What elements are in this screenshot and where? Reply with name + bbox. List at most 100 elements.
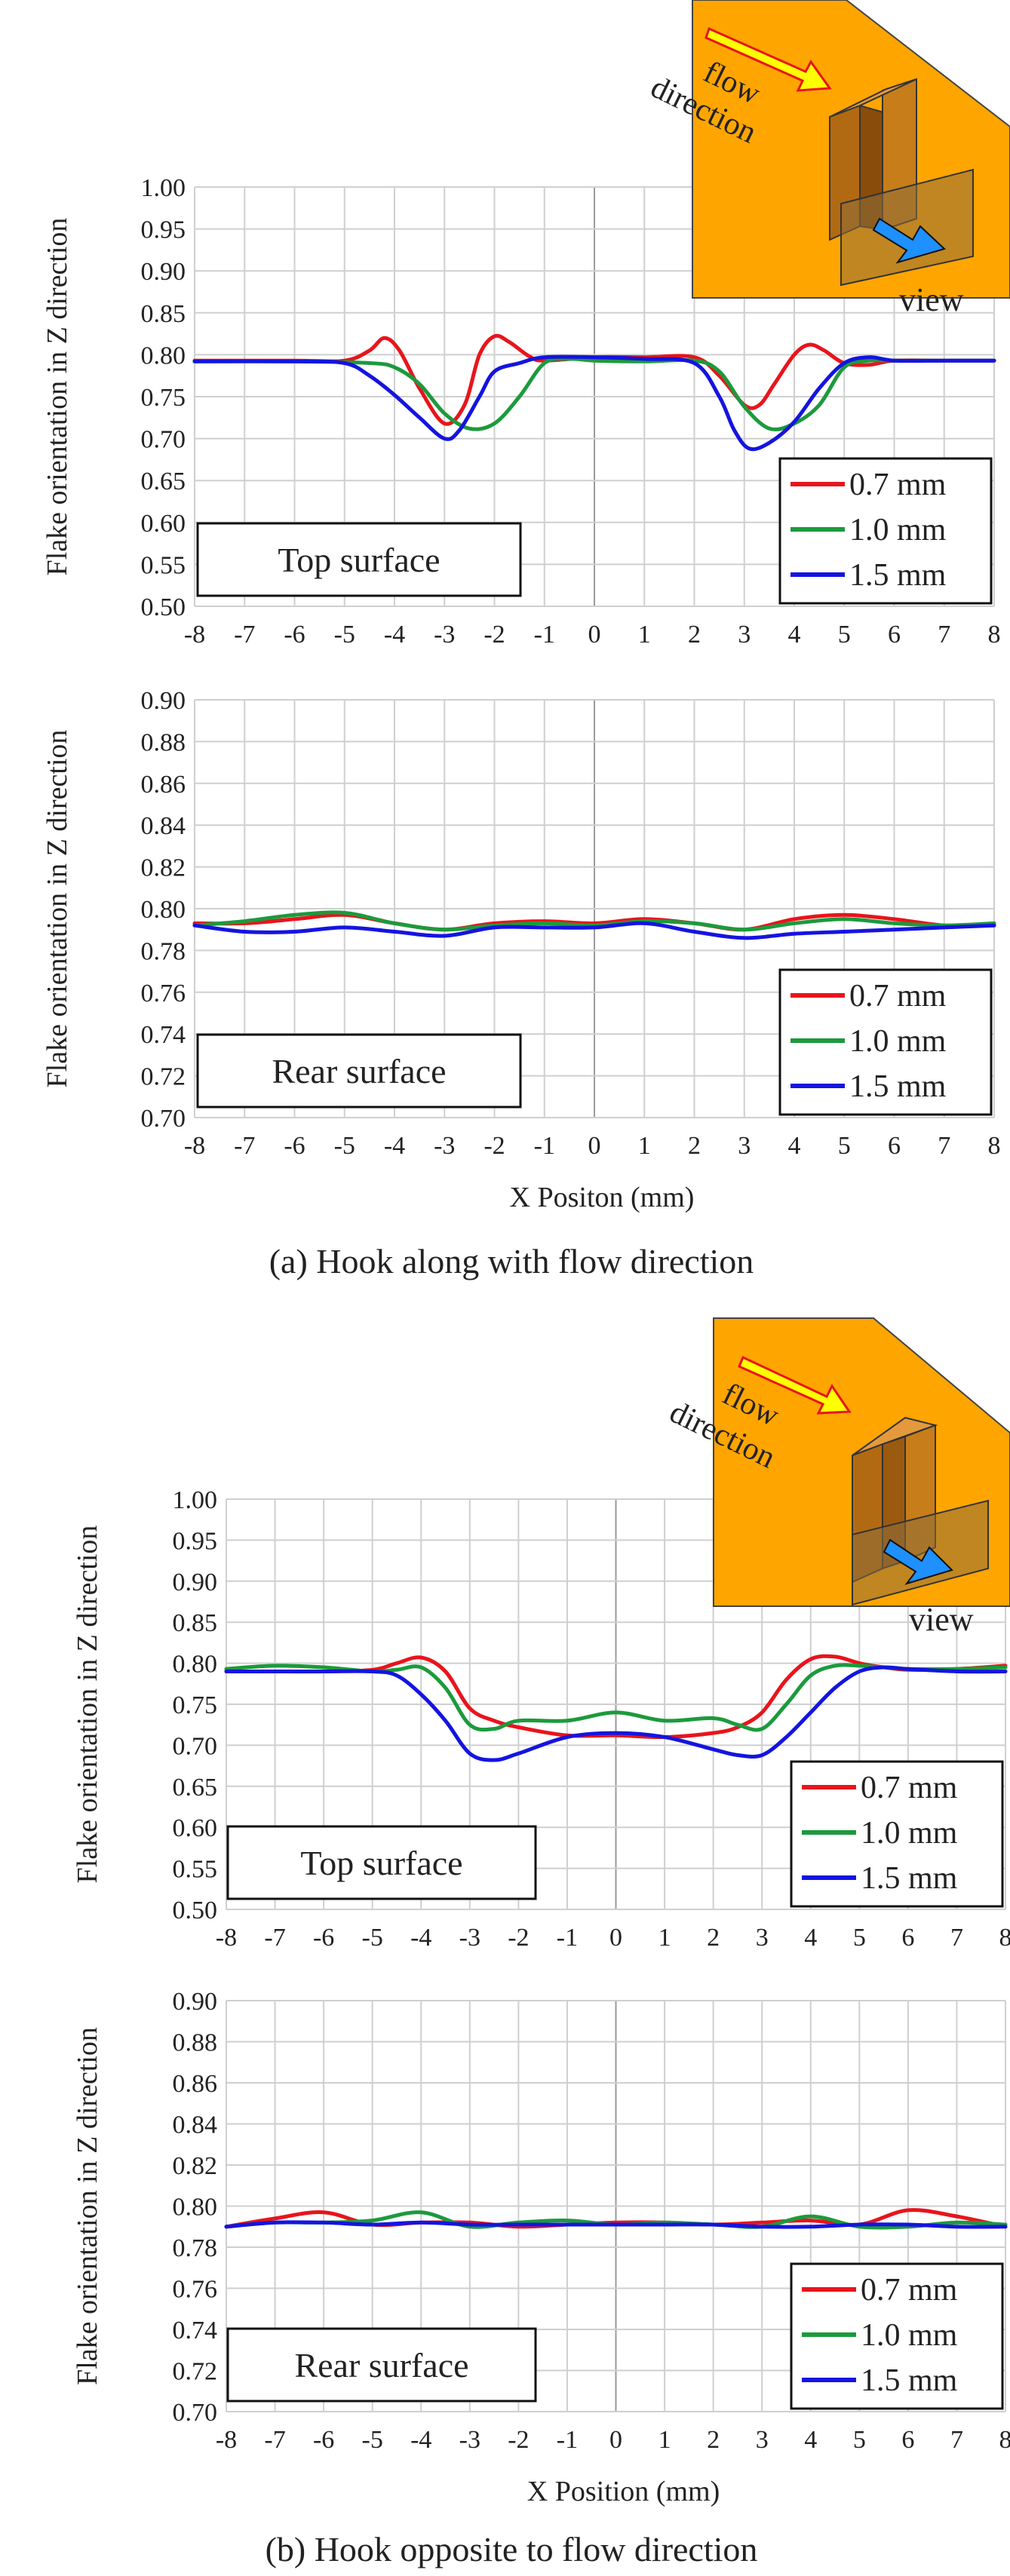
x-tick-label: -3: [459, 2426, 480, 2454]
x-tick-label: 0: [609, 1924, 622, 1952]
series-line-1-5mm: [224, 1665, 1008, 1762]
x-tick-label: -6: [284, 621, 305, 649]
y-tick-label: 0.95: [173, 1527, 218, 1555]
legend: 0.7 mm 1.0 mm 1.5 mm: [790, 1760, 1004, 1908]
x-tick-label: -3: [459, 1924, 480, 1952]
legend-label: 1.0 mm: [849, 1024, 947, 1059]
surface-label-box: [196, 1033, 522, 1109]
y-tick-label: 1.00: [141, 174, 186, 202]
x-tick-label: 0: [588, 621, 601, 649]
y-tick-label: 0.60: [141, 510, 186, 538]
x-tick-label: 5: [838, 1132, 851, 1160]
legend-label: 0.7 mm: [861, 2273, 958, 2308]
y-tick-label: 0.80: [173, 1651, 218, 1679]
chart-a-rear: -8 -7 -6 -5 -4 -3 -2 -1 0 1 2 3 4 5 6 7 8 0.70 0.72 0.74 0.7…: [41, 687, 1001, 1213]
x-tick-label: 5: [838, 621, 851, 649]
x-tick-label: -3: [434, 621, 455, 649]
x-tick-label: -4: [384, 1132, 405, 1160]
series-line-1-5mm: [192, 354, 996, 452]
surface-label: Top surface: [278, 541, 440, 579]
x-tick-label: -5: [362, 1924, 383, 1952]
view-arrow-icon-a: [872, 217, 946, 264]
legend-label: 1.5 mm: [861, 2363, 958, 2398]
y-tick-label: 0.85: [173, 1609, 218, 1637]
legend-label: 1.0 mm: [861, 2318, 958, 2353]
x-tick-label: -7: [234, 621, 255, 649]
surface-label: Top surface: [300, 1844, 462, 1882]
series-line-1-0mm: [224, 1663, 1008, 1732]
y-tick-label: 0.65: [141, 468, 186, 495]
y-tick-label: 0.70: [141, 426, 186, 454]
x-tick-label: -5: [334, 621, 355, 649]
x-tick-label: -7: [264, 2426, 285, 2454]
x-tick-label: 2: [707, 2426, 720, 2454]
caption-a: (a) Hook along with flow direction: [269, 1242, 754, 1280]
legend-label: 0.7 mm: [861, 1771, 958, 1805]
x-tick-label: 3: [738, 621, 751, 649]
y-tick-label: 0.55: [141, 551, 186, 579]
y-tick-label: 0.72: [141, 1063, 186, 1091]
surface-label: Rear surface: [294, 2346, 468, 2384]
y-tick-label: 0.72: [173, 2358, 218, 2386]
x-tick-label: 4: [788, 621, 801, 649]
legend-label: 1.5 mm: [849, 558, 947, 593]
y-tick-label: 0.95: [141, 216, 186, 244]
x-tick-label: 6: [901, 1924, 914, 1952]
y-tick-label: 0.65: [173, 1774, 218, 1802]
y-tick-label: 0.78: [173, 2234, 218, 2262]
x-tick-label: 7: [950, 2426, 963, 2454]
x-axis-label: X Position (mm): [527, 2476, 720, 2507]
x-tick-label: 1: [638, 1132, 651, 1160]
legend-label: 0.7 mm: [849, 468, 947, 502]
surface-label: Rear surface: [272, 1052, 446, 1090]
x-tick-label: -6: [313, 1924, 334, 1952]
y-tick-label: 0.88: [173, 2029, 218, 2057]
x-tick-label: 0: [609, 2426, 622, 2454]
x-tick-label: 2: [707, 1924, 720, 1952]
series-line-1-0mm: [192, 357, 996, 432]
x-tick-label: -2: [484, 1132, 505, 1160]
x-tick-label: -8: [216, 1924, 237, 1952]
y-tick-label: 0.80: [141, 896, 186, 924]
caption-b: (b) Hook opposite to flow direction: [266, 2530, 758, 2568]
y-tick-label: 0.90: [173, 1569, 218, 1596]
x-tick-label: 7: [938, 621, 950, 649]
x-tick-label: -8: [184, 1132, 205, 1160]
surface-label-box: [226, 1825, 537, 1900]
y-tick-label: 0.76: [173, 2276, 218, 2304]
y-axis-label: Flake orientation in Z direction: [72, 1526, 103, 1884]
x-tick-label: 6: [888, 1132, 901, 1160]
y-axis-label: Flake orientation in Z direction: [41, 730, 73, 1088]
y-axis-label: Flake orientation in Z direction: [41, 218, 73, 576]
y-tick-label: 0.75: [141, 384, 186, 412]
x-tick-label: 2: [688, 621, 701, 649]
y-axis-label: Flake orientation in Z direction: [72, 2027, 103, 2385]
x-axis-label: X Positon (mm): [510, 1182, 695, 1213]
y-tick-label: 0.76: [141, 980, 186, 1007]
x-tick-label: -2: [508, 1924, 529, 1952]
hook-icon-b: [852, 1416, 989, 1606]
flow-arrow-icon-a: [705, 26, 832, 92]
x-tick-label: 6: [901, 2426, 914, 2454]
x-tick-label: 2: [688, 1132, 701, 1160]
x-tick-label: -5: [334, 1132, 355, 1160]
series-line-0-7mm: [192, 912, 996, 932]
y-tick-label: 0.90: [173, 1988, 218, 2016]
legend-label: 1.5 mm: [861, 1861, 958, 1896]
x-tick-label: 5: [853, 2426, 866, 2454]
y-tick-label: 0.86: [173, 2070, 218, 2098]
x-tick-label: 1: [658, 2426, 671, 2454]
x-tick-label: -6: [284, 1132, 305, 1160]
x-tick-label: 4: [804, 2426, 817, 2454]
x-tick-label: -5: [362, 2426, 383, 2454]
series-line-1-0mm: [192, 910, 996, 932]
y-tick-label: 0.85: [141, 300, 186, 328]
x-tick-label: 4: [788, 1132, 801, 1160]
x-tick-label: -1: [534, 621, 555, 649]
y-tick-label: 0.80: [173, 2194, 218, 2222]
legend: 0.7 mm 1.0 mm 1.5 mm: [790, 2262, 1004, 2410]
y-tick-label: 0.74: [141, 1021, 186, 1049]
x-tick-label: 8: [988, 621, 1001, 649]
x-tick-label: -1: [557, 1924, 578, 1952]
x-tick-label: -4: [410, 2426, 431, 2454]
